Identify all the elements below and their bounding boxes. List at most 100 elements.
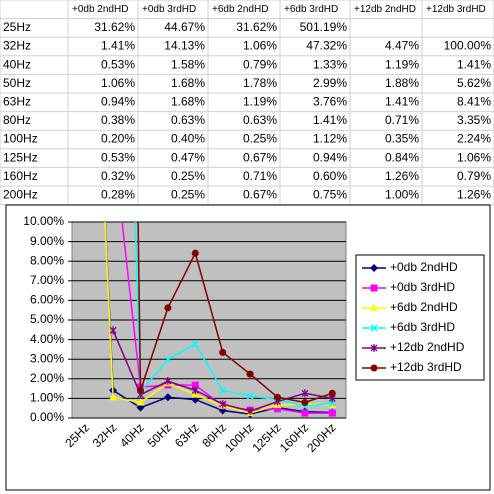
- cell: 1.26%: [385, 169, 419, 183]
- marker: [191, 381, 199, 389]
- cell: 1.41%: [313, 113, 347, 127]
- y-tick-label: 3.00%: [30, 351, 64, 365]
- column-header: +12db 3rdHD: [426, 4, 486, 15]
- cell: 0.35%: [385, 132, 419, 146]
- cell: 1.68%: [171, 94, 205, 108]
- cell: 2.99%: [313, 76, 347, 90]
- y-tick-label: 5.00%: [30, 312, 64, 326]
- cell: 8.41%: [457, 94, 491, 108]
- table: +0db 2ndHD +0db 3rdHD +6db 2ndHD +6db 3rdHD…: [0, 0, 494, 206]
- cell: 0.25%: [243, 132, 277, 146]
- cell: 31.62%: [236, 20, 277, 34]
- cell: 1.26%: [457, 187, 491, 201]
- cell: 0.20%: [101, 132, 135, 146]
- marker: [219, 400, 227, 409]
- legend-marker: [370, 344, 378, 352]
- column-header: +6db 2ndHD: [212, 4, 268, 15]
- marker: [301, 399, 309, 407]
- row-label: 125Hz: [3, 150, 38, 164]
- cell: 1.41%: [101, 39, 135, 53]
- cell: 1.68%: [171, 76, 205, 90]
- cell: 0.71%: [243, 169, 277, 183]
- cell: 4.47%: [385, 39, 419, 53]
- row-label: 200Hz: [3, 187, 38, 201]
- cell: 3.76%: [313, 94, 347, 108]
- column-header: +12db 2ndHD: [354, 4, 416, 15]
- cell: 0.40%: [171, 132, 205, 146]
- cell: 3.35%: [457, 113, 491, 127]
- cell: 0.94%: [313, 150, 347, 164]
- marker: [246, 407, 254, 416]
- marker: [301, 389, 309, 398]
- cell: 0.71%: [385, 113, 419, 127]
- lines: [104, 222, 337, 418]
- cell: 0.84%: [385, 150, 419, 164]
- marker: [163, 393, 172, 402]
- cell: 1.19%: [385, 57, 419, 71]
- cell: 1.06%: [457, 150, 491, 164]
- cell: 2.24%: [457, 132, 491, 146]
- cell: 1.12%: [313, 132, 347, 146]
- marker: [109, 393, 118, 401]
- cell: 0.32%: [101, 169, 135, 183]
- y-tick-label: 10.00%: [23, 214, 64, 228]
- grid: [72, 221, 346, 419]
- cell: 1.00%: [385, 187, 419, 201]
- marker: [219, 386, 227, 394]
- legend-marker: [370, 264, 378, 272]
- cell: 1.06%: [243, 39, 277, 53]
- row-label: 63Hz: [3, 94, 31, 108]
- marker: [136, 403, 145, 412]
- row-label: 25Hz: [3, 20, 31, 34]
- series-line: [134, 222, 333, 407]
- row-label: 100Hz: [3, 132, 38, 146]
- row-label: 160Hz: [3, 169, 38, 183]
- marker: [246, 370, 254, 378]
- cell: 14.13%: [164, 39, 205, 53]
- legend-marker: [370, 364, 378, 372]
- column-header: +0db 3rdHD: [142, 4, 196, 15]
- marker: [137, 386, 144, 394]
- column-header: +6db 3rdHD: [284, 4, 338, 15]
- cell: 5.62%: [457, 76, 491, 90]
- legend-label: +0db 3rdHD: [390, 280, 455, 294]
- marker: [164, 377, 172, 386]
- marker: [219, 348, 227, 356]
- cell: 0.67%: [243, 150, 277, 164]
- marker: [301, 409, 309, 417]
- cell: 1.78%: [243, 76, 277, 90]
- row-label: 40Hz: [3, 57, 31, 71]
- cell: 0.25%: [171, 169, 205, 183]
- marker: [136, 398, 145, 406]
- cell: 0.60%: [313, 169, 347, 183]
- marker: [328, 389, 336, 397]
- series-line: [121, 222, 333, 414]
- y-tick-label: 4.00%: [30, 332, 64, 346]
- cell: 0.67%: [243, 187, 277, 201]
- marker: [246, 392, 254, 400]
- marker: [109, 326, 117, 335]
- cell: 47.32%: [306, 39, 347, 53]
- y-tick-label: 6.00%: [30, 293, 64, 307]
- y-tick-label: 7.00%: [30, 273, 64, 287]
- cell: 1.06%: [101, 76, 135, 90]
- legend-marker: [370, 324, 378, 332]
- row-label: 80Hz: [3, 113, 31, 127]
- marker: [274, 405, 281, 413]
- cell: 501.19%: [300, 20, 348, 34]
- cell: 1.41%: [385, 94, 419, 108]
- cell: 0.94%: [101, 94, 135, 108]
- y-tick-label: 1.00%: [30, 391, 64, 405]
- cell: 0.63%: [243, 113, 277, 127]
- legend-label: +6db 3rdHD: [390, 320, 455, 334]
- y-tick-label: 2.00%: [30, 371, 64, 385]
- legend-label: +6db 2ndHD: [390, 300, 458, 314]
- cell: 1.33%: [313, 57, 347, 71]
- y-tick-label: 9.00%: [30, 234, 64, 248]
- row-label: 32Hz: [3, 39, 31, 53]
- row-label: 50Hz: [3, 76, 31, 90]
- legend: [355, 254, 485, 381]
- marker: [328, 409, 336, 417]
- legend-marker: [370, 284, 378, 292]
